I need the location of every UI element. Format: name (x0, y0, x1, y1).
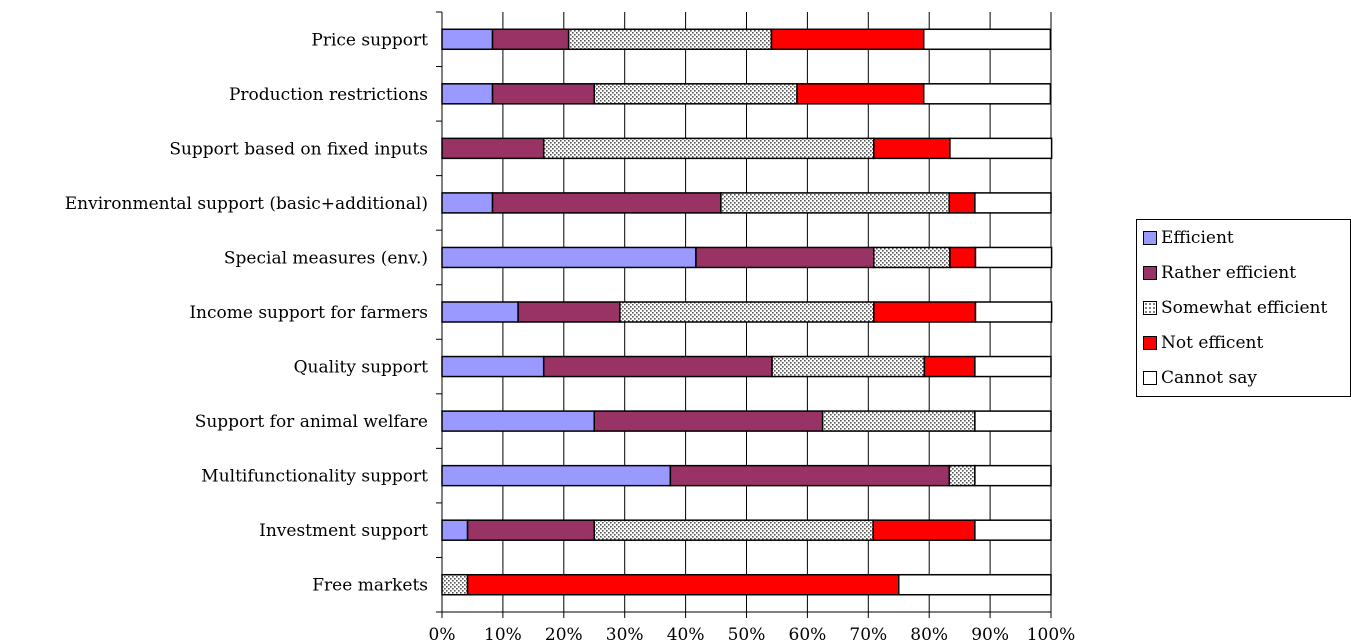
bar-segment (974, 246, 1053, 269)
category-label: Environmental support (basic+additional) (65, 194, 428, 214)
bar-segment (872, 519, 976, 541)
x-tick-label: 90% (971, 625, 1009, 643)
bar-segment (974, 410, 1052, 432)
bar-segment (949, 246, 977, 269)
bar-segment (593, 519, 874, 541)
bar-segment (974, 519, 1052, 541)
legend-item: Not efficent (1143, 331, 1263, 355)
bar-segment (974, 192, 1052, 214)
legend-label: Somewhat efficient (1161, 298, 1328, 318)
legend-swatch (1143, 231, 1157, 245)
category-label: Production restrictions (229, 85, 428, 105)
x-tick-label: 60% (789, 625, 827, 643)
bar-segment (923, 355, 976, 378)
category-label: Price support (311, 30, 428, 50)
bar-segment (441, 519, 469, 541)
legend-swatch (1143, 301, 1157, 315)
category-labels: Price support Production restrictions Supp… (65, 30, 428, 595)
legend-label: Rather efficient (1161, 263, 1297, 283)
bar-segment (441, 192, 494, 214)
category-label: Investment support (259, 521, 428, 541)
x-tick-label: 40% (667, 625, 705, 643)
bar-segment (441, 464, 672, 487)
legend-item: Somewhat efficient (1143, 296, 1327, 320)
bar-segment (873, 246, 951, 269)
category-label: Income support for farmers (189, 303, 428, 323)
bar-segment (441, 355, 545, 378)
legend-swatch (1143, 336, 1157, 350)
bar-segment (441, 410, 595, 432)
bar-segment (491, 83, 595, 105)
bar-segment (974, 355, 1052, 378)
legend-label: Cannot say (1161, 368, 1257, 388)
category-label: Quality support (294, 358, 429, 378)
bar-segment (771, 355, 926, 378)
bar-segment (974, 301, 1053, 323)
bar-segment (593, 410, 824, 432)
bar-segment (441, 83, 494, 105)
axes (436, 11, 1052, 618)
bar-segment (695, 246, 875, 269)
bar-segment (821, 410, 976, 432)
bar-segment (873, 301, 977, 323)
x-tick-label: 80% (910, 625, 948, 643)
bar-segment (491, 28, 570, 51)
x-tick-label: 50% (728, 625, 766, 643)
bar-segment (898, 573, 1052, 596)
legend-swatch (1143, 266, 1157, 280)
legend-label: Not efficent (1161, 333, 1264, 353)
legend: Efficient Rather efficient Somewhat effici… (1136, 219, 1351, 397)
x-tick-label: 0% (429, 625, 456, 643)
bar-segment (441, 301, 519, 323)
legend-item: Efficient (1143, 226, 1234, 250)
x-tick-label: 20% (545, 625, 583, 643)
bar-segment (542, 137, 875, 160)
bar-segment (948, 192, 976, 214)
bar-segment (441, 246, 697, 269)
legend-swatch (1143, 371, 1157, 385)
legend-label: Efficient (1161, 228, 1234, 248)
bar-segment (619, 301, 875, 323)
x-tick-label: 10% (484, 625, 522, 643)
bar-segment (542, 355, 773, 378)
bar-segment (441, 573, 469, 596)
bar-segment (441, 28, 494, 51)
bar-segment (491, 192, 722, 214)
category-label: Special measures (env.) (224, 248, 428, 268)
bars (441, 28, 1053, 596)
bar-segment (948, 464, 976, 487)
legend-item: Rather efficient (1143, 261, 1296, 285)
bar-segment (466, 573, 900, 596)
category-label: Free markets (312, 576, 428, 596)
bar-segment (873, 137, 951, 160)
x-tick-label: 30% (606, 625, 644, 643)
bar-segment (593, 83, 798, 105)
bar-segment (720, 192, 951, 214)
bar-segment (517, 301, 621, 323)
x-tick-label: 70% (849, 625, 887, 643)
bar-segment (974, 464, 1052, 487)
legend-item: Cannot say (1143, 366, 1257, 390)
bar-segment (922, 28, 1052, 51)
category-label: Support based on fixed inputs (169, 139, 428, 159)
bar-segment (796, 83, 925, 105)
bar-segment (567, 28, 773, 51)
bar-segment (922, 83, 1052, 105)
x-tick-label: 100% (1027, 625, 1076, 643)
bar-segment (669, 464, 951, 487)
chart: Price support Production restrictions Supp… (65, 11, 1076, 643)
bar-segment (466, 519, 595, 541)
x-tick-labels: 0% 10% 20% 30% 40% 50% 60% 70% 80% 90% 100% (429, 625, 1076, 643)
bar-segment (441, 137, 545, 160)
category-label: Multifunctionality support (201, 467, 428, 487)
bar-segment (770, 28, 925, 51)
category-label: Support for animal welfare (195, 412, 428, 432)
bar-segment (949, 137, 1053, 160)
